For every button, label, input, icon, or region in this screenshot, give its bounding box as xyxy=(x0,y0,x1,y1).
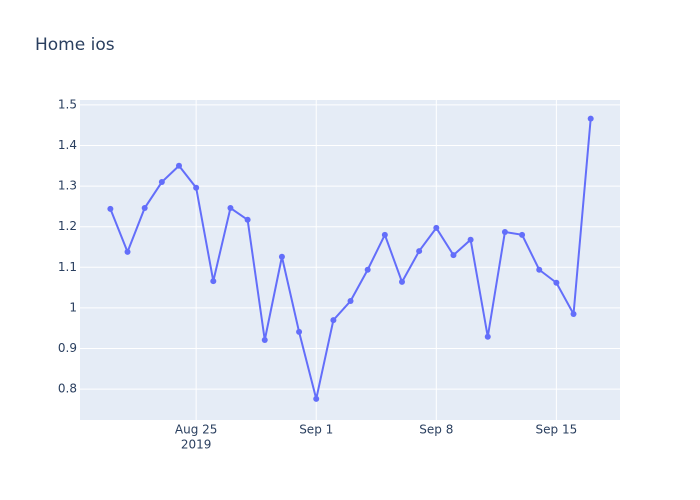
y-tick-label: 1.2 xyxy=(58,219,77,233)
marker xyxy=(416,248,423,255)
marker xyxy=(450,252,457,259)
y-tick-label: 1.4 xyxy=(58,138,77,152)
plot-area xyxy=(80,100,620,420)
marker xyxy=(124,248,131,255)
marker xyxy=(313,395,320,402)
marker xyxy=(381,231,388,238)
marker xyxy=(570,311,577,318)
y-tick-label: 1.5 xyxy=(58,97,77,111)
y-tick-label: 1 xyxy=(69,300,77,314)
marker xyxy=(467,236,474,243)
y-tick-label: 1.3 xyxy=(58,179,77,193)
marker xyxy=(484,333,491,340)
marker xyxy=(501,228,508,235)
y-tick-label: 0.8 xyxy=(58,382,77,396)
marker xyxy=(175,162,182,169)
x-tick-label: Sep 8 xyxy=(419,423,453,437)
x-tick-sublabel: 2019 xyxy=(181,438,212,452)
x-tick-label: Sep 1 xyxy=(299,423,333,437)
x-tick-label: Sep 15 xyxy=(536,423,578,437)
marker xyxy=(210,278,217,285)
marker xyxy=(587,115,594,122)
marker xyxy=(553,279,560,286)
x-tick-label: Aug 25 xyxy=(175,423,218,437)
marker xyxy=(433,224,440,231)
marker xyxy=(193,184,200,191)
marker xyxy=(107,205,114,212)
marker xyxy=(278,253,285,260)
marker xyxy=(398,278,405,285)
marker xyxy=(227,205,234,212)
y-tick-label: 0.9 xyxy=(58,341,77,355)
marker xyxy=(141,205,148,212)
marker xyxy=(158,179,165,186)
y-tick-label: 1.1 xyxy=(58,260,77,274)
chart-title: Home ios xyxy=(35,35,115,55)
marker xyxy=(364,266,371,273)
marker xyxy=(347,298,354,305)
marker xyxy=(261,337,268,343)
marker xyxy=(536,266,543,273)
marker xyxy=(330,317,337,324)
marker xyxy=(296,328,303,335)
marker xyxy=(244,216,251,223)
marker xyxy=(519,231,526,238)
